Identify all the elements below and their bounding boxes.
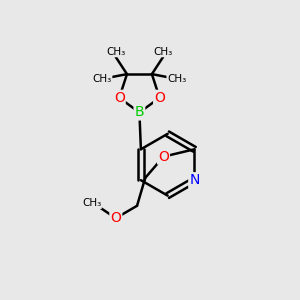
Text: CH₃: CH₃ xyxy=(167,74,186,84)
Text: O: O xyxy=(114,91,125,105)
Text: N: N xyxy=(189,173,200,187)
Text: O: O xyxy=(154,91,165,105)
Text: CH₃: CH₃ xyxy=(106,47,125,57)
Text: B: B xyxy=(135,106,144,119)
Text: O: O xyxy=(158,150,169,164)
Text: O: O xyxy=(110,211,121,225)
Text: CH₃: CH₃ xyxy=(82,198,101,208)
Text: CH₃: CH₃ xyxy=(153,47,173,57)
Text: CH₃: CH₃ xyxy=(93,74,112,84)
